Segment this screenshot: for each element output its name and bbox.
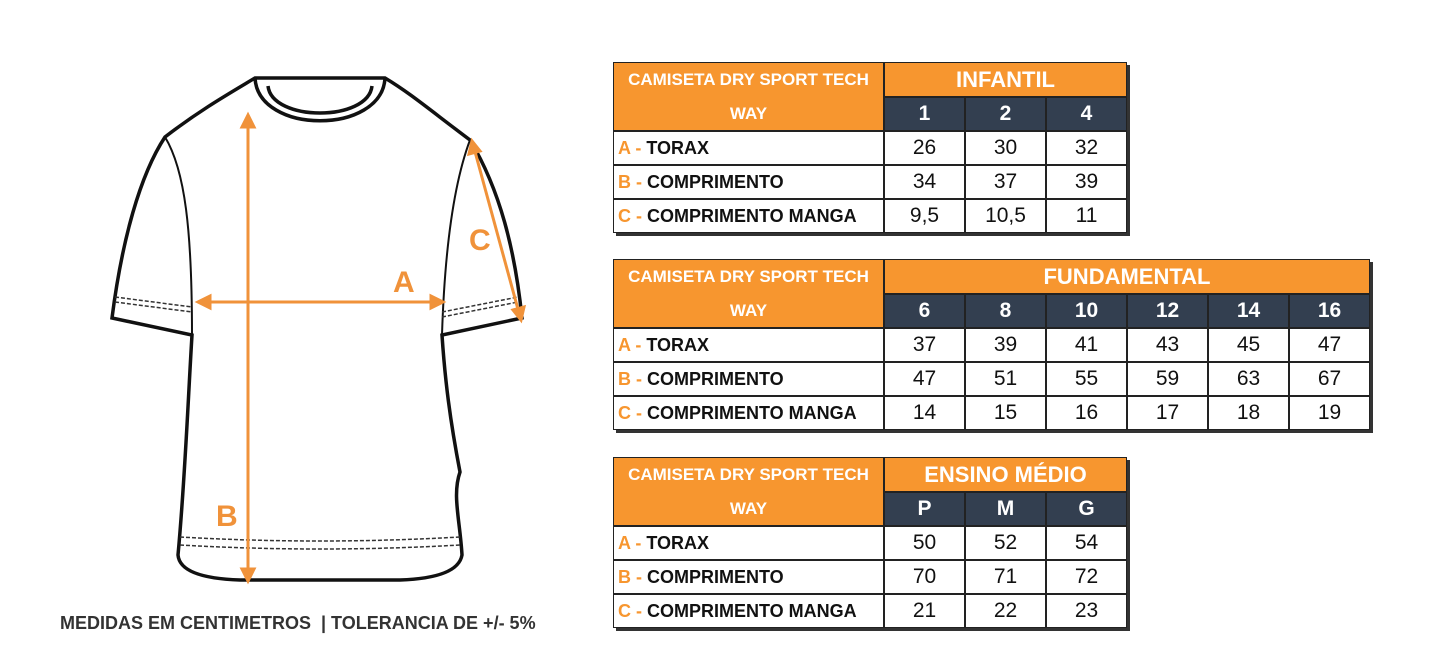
collar-outer	[253, 77, 387, 123]
row-letter: A -	[618, 334, 642, 355]
size-value: 67	[1289, 362, 1370, 396]
row-name: COMPRIMENTO	[647, 171, 784, 192]
row-name: COMPRIMENTO MANGA	[647, 402, 857, 423]
row-name: TORAX	[646, 137, 710, 158]
collar-inner	[266, 85, 374, 115]
row-label: A - TORAX	[613, 526, 884, 560]
size-header: 4	[1046, 97, 1127, 131]
size-value: 18	[1208, 396, 1289, 430]
row-label: C - COMPRIMENTO MANGA	[613, 396, 884, 430]
table-title: CAMISETA DRY SPORT TECH WAY	[613, 62, 884, 131]
arrow-b-head	[239, 111, 257, 585]
row-label: B - COMPRIMENTO	[613, 362, 884, 396]
size-value: 43	[1127, 328, 1208, 362]
row-name: TORAX	[646, 532, 710, 553]
size-header: 12	[1127, 294, 1208, 328]
size-value: 21	[884, 594, 965, 628]
size-value: 26	[884, 131, 965, 165]
size-header: 14	[1208, 294, 1289, 328]
row-label: C - COMPRIMENTO MANGA	[613, 594, 884, 628]
size-value: 47	[1289, 328, 1370, 362]
row-letter: C -	[618, 600, 642, 621]
size-value: 11	[1046, 199, 1127, 233]
size-table: CAMISETA DRY SPORT TECH WAY INFANTIL 1 2 4 A …	[613, 62, 1127, 233]
size-value: 52	[965, 526, 1046, 560]
row-name: COMPRIMENTO	[647, 368, 784, 389]
size-value: 39	[1046, 165, 1127, 199]
shirt-outline	[110, 76, 524, 582]
size-header: 16	[1289, 294, 1370, 328]
size-header: G	[1046, 492, 1127, 526]
size-value: 23	[1046, 594, 1127, 628]
row-letter: C -	[618, 402, 642, 423]
row-name: TORAX	[646, 334, 710, 355]
arrow-c	[472, 147, 521, 314]
hem-stitch	[114, 296, 519, 550]
size-value: 34	[884, 165, 965, 199]
group-header: FUNDAMENTAL	[884, 259, 1370, 294]
row-letter: B -	[618, 566, 642, 587]
row-label: B - COMPRIMENTO	[613, 560, 884, 594]
row-name: COMPRIMENTO	[647, 566, 784, 587]
row-letter: A -	[618, 532, 642, 553]
size-value: 63	[1208, 362, 1289, 396]
row-letter: A -	[618, 137, 642, 158]
size-header: 1	[884, 97, 965, 131]
size-header: M	[965, 492, 1046, 526]
size-value: 10,5	[965, 199, 1046, 233]
size-value: 47	[884, 362, 965, 396]
size-value: 70	[884, 560, 965, 594]
label-a: A	[393, 266, 415, 299]
size-value: 37	[965, 165, 1046, 199]
label-b: B	[216, 500, 238, 533]
size-value: 16	[1046, 396, 1127, 430]
size-header: 2	[965, 97, 1046, 131]
size-value: 55	[1046, 362, 1127, 396]
size-value: 54	[1046, 526, 1127, 560]
row-letter: B -	[618, 368, 642, 389]
table-title: CAMISETA DRY SPORT TECH WAY	[613, 457, 884, 526]
size-header: 8	[965, 294, 1046, 328]
size-value: 30	[965, 131, 1046, 165]
row-name: COMPRIMENTO MANGA	[647, 205, 857, 226]
size-table: CAMISETA DRY SPORT TECH WAY FUNDAMENTAL 6 8…	[613, 259, 1370, 430]
size-value: 22	[965, 594, 1046, 628]
size-value: 71	[965, 560, 1046, 594]
row-name: COMPRIMENTO MANGA	[647, 600, 857, 621]
row-label: B - COMPRIMENTO	[613, 165, 884, 199]
size-value: 15	[965, 396, 1046, 430]
row-label: A - TORAX	[613, 131, 884, 165]
size-value: 72	[1046, 560, 1127, 594]
shirt-diagram: A B C	[110, 76, 527, 585]
size-value: 14	[884, 396, 965, 430]
row-letter: B -	[618, 171, 642, 192]
label-c: C	[469, 224, 491, 257]
size-value: 39	[965, 328, 1046, 362]
size-table: CAMISETA DRY SPORT TECH WAY ENSINO MÉDIO P…	[613, 457, 1127, 628]
size-value: 19	[1289, 396, 1370, 430]
footer-note: MEDIDAS EM CENTIMETROS | TOLERANCIA DE +…	[60, 613, 536, 633]
row-label: C - COMPRIMENTO MANGA	[613, 199, 884, 233]
size-value: 32	[1046, 131, 1127, 165]
row-letter: C -	[618, 205, 642, 226]
size-value: 51	[965, 362, 1046, 396]
table-title: CAMISETA DRY SPORT TECH WAY	[613, 259, 884, 328]
size-header: P	[884, 492, 965, 526]
size-value: 50	[884, 526, 965, 560]
arrow-c-head	[466, 137, 527, 324]
size-value: 45	[1208, 328, 1289, 362]
group-header: ENSINO MÉDIO	[884, 457, 1127, 492]
size-value: 37	[884, 328, 965, 362]
size-value: 9,5	[884, 199, 965, 233]
size-value: 41	[1046, 328, 1127, 362]
arrow-a-head	[194, 293, 447, 311]
size-header: 10	[1046, 294, 1127, 328]
row-label: A - TORAX	[613, 328, 884, 362]
size-header: 6	[884, 294, 965, 328]
size-value: 17	[1127, 396, 1208, 430]
group-header: INFANTIL	[884, 62, 1127, 97]
size-value: 59	[1127, 362, 1208, 396]
